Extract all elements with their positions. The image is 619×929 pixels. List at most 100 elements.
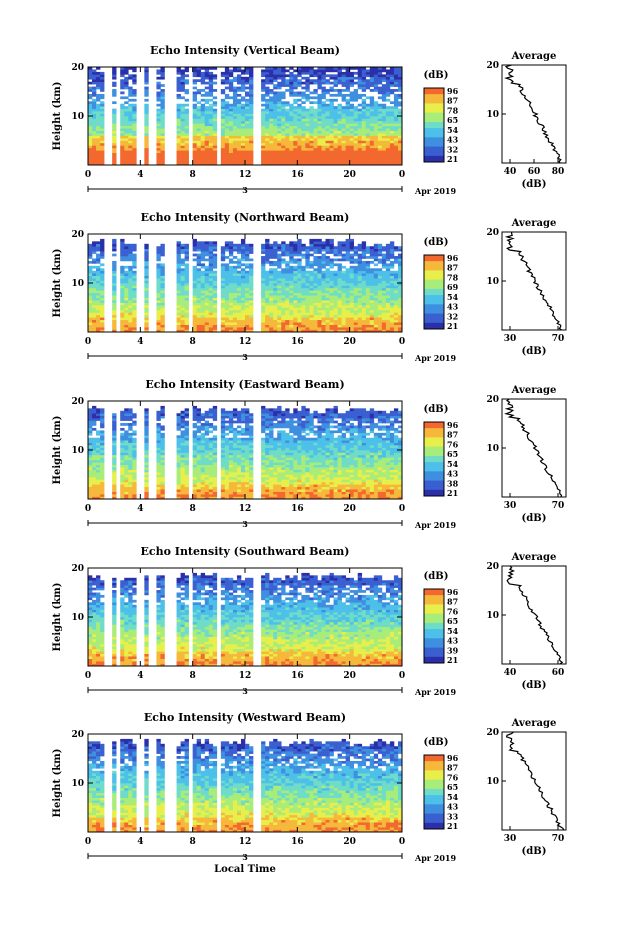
colorbar-tick-label: 96 [447,253,459,263]
heat-cell [132,447,137,451]
heat-cell [293,116,298,119]
heat-cell [144,76,149,80]
x-tick-label: 4 [137,170,143,180]
heat-cell [160,283,165,286]
heat-cell [313,152,318,156]
heat-cell [245,93,250,97]
colorbar-swatch [424,295,444,299]
heat-cell [128,290,133,294]
heat-cell [160,93,165,97]
heat-cell [249,145,254,149]
heat-cell [261,322,266,325]
heat-cell [365,145,371,149]
heat-cell [240,120,246,124]
heat-cell [369,290,375,294]
heat-cell [220,152,226,156]
heat-cell [389,123,395,127]
heat-cell [120,462,125,465]
heat-cell [200,283,206,286]
x-tick-label: 0 [399,170,405,180]
heat-cell [301,273,306,276]
heat-cell [249,130,254,134]
heat-cell [273,253,278,257]
heat-cell [365,113,371,117]
heat-cell [281,96,286,100]
heat-cell [160,106,165,109]
heat-cell [269,71,274,75]
heat-cell [204,91,210,95]
heat-cell [277,130,282,134]
heat-cell [232,79,238,82]
heat-cell [357,162,363,166]
heat-cell [329,260,334,264]
heat-cell [156,118,161,122]
heat-cell [269,248,274,252]
heat-cell [357,130,363,134]
colorbar-swatch [424,292,444,296]
heat-cell [385,130,391,134]
heat-cell [128,116,133,119]
heat-cell [144,287,149,291]
heat-cell [92,405,97,409]
heat-cell [184,145,189,149]
heat-cell [128,258,133,262]
heat-cell [377,133,383,136]
heat-cell [329,123,334,127]
heat-cell [132,295,137,298]
heat-cell [325,89,330,92]
heat-cell [249,327,254,330]
heat-cell [156,295,161,298]
colorbar-swatch [424,121,444,126]
heat-cell [385,69,391,73]
heat-cell [184,297,189,301]
heat-cell [92,69,97,73]
heat-cell [249,81,254,85]
heat-cell [285,101,290,105]
heat-cell [313,275,318,279]
heat-cell [269,251,274,254]
heat-cell [92,442,97,446]
heat-cell [156,108,161,112]
heat-cell [361,241,367,245]
heat-cell [325,312,330,316]
heat-cell [224,145,230,149]
heat-cell [261,256,266,259]
heat-cell [184,248,189,252]
heat-cell [228,285,234,289]
heat-cell [220,160,226,163]
heat-cell [212,103,218,107]
heat-cell [265,305,270,308]
heat-cell [92,292,97,296]
heat-cell [301,314,306,318]
heat-cell [385,155,391,158]
heat-cell [120,125,125,129]
heat-cell [361,327,367,330]
heat-cell [317,246,322,249]
heat-cell [240,263,246,267]
heat-cell [325,295,330,298]
heat-cell [297,130,302,134]
y-tick-label: 10 [71,279,84,289]
heat-cell [249,67,254,70]
heat-cell [381,297,387,301]
heat-cell [293,157,298,161]
heat-cell [341,118,346,122]
heat-cell [309,145,314,149]
heat-cell [341,309,346,313]
heat-cell [180,81,185,85]
heat-cell [236,106,242,109]
heat-cell [385,268,391,272]
heat-cell [200,81,206,85]
heat-cell [345,84,350,87]
heat-cell [361,251,367,254]
heat-cell [329,314,334,318]
heat-cell [261,93,266,97]
heat-cell [184,263,189,267]
heat-cell [381,93,387,97]
heat-cell [265,283,270,286]
heat-cell [112,459,117,463]
heat-cell [353,135,359,139]
heat-cell [92,106,97,109]
heat-cell [132,472,137,475]
heat-cell [305,155,310,158]
